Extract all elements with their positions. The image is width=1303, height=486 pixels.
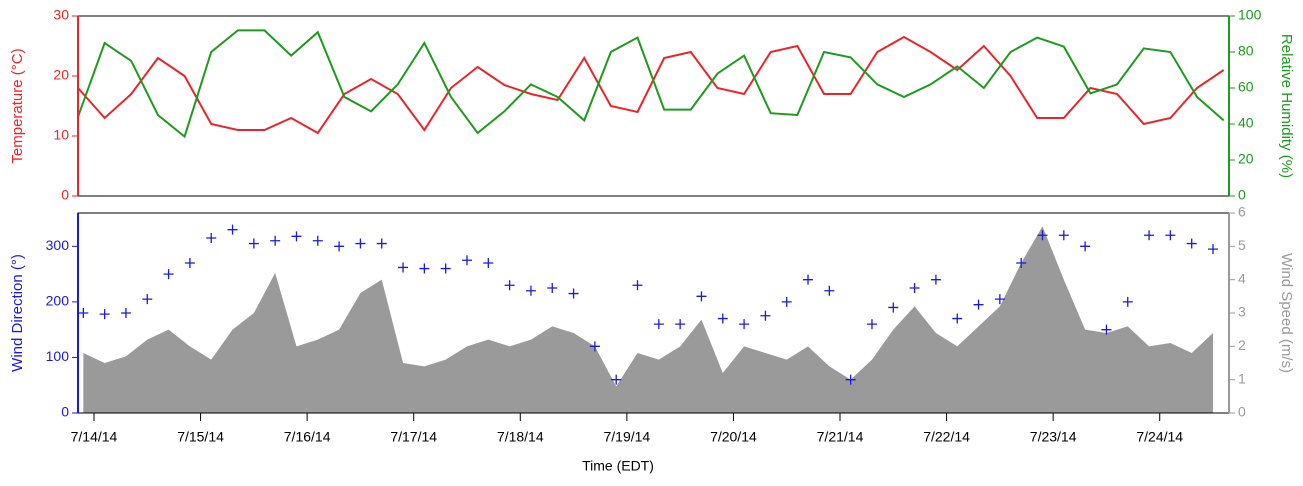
y2-tick-label: 4 — [1238, 270, 1246, 286]
y2-tick-label: 5 — [1238, 237, 1246, 253]
point — [611, 374, 622, 385]
x-axis-label: Time (EDT) — [582, 458, 654, 474]
point — [376, 238, 387, 249]
y-tick-label: 0 — [61, 187, 69, 203]
point — [994, 294, 1005, 305]
point — [142, 294, 153, 305]
point — [440, 263, 451, 274]
point — [717, 313, 728, 324]
point — [99, 309, 110, 320]
point — [1208, 244, 1219, 255]
point — [632, 280, 643, 291]
point — [1016, 258, 1027, 268]
point — [163, 269, 174, 280]
y-tick-label: 0 — [61, 404, 69, 420]
point — [824, 285, 835, 296]
x-tick-label: 7/16/14 — [284, 429, 331, 445]
point — [739, 319, 750, 330]
y-axis-label: Temperature (°C) — [9, 48, 26, 163]
point — [781, 296, 792, 307]
point — [1080, 241, 1091, 252]
point — [461, 255, 472, 266]
point — [909, 283, 920, 293]
y2-tick-label: 40 — [1238, 115, 1254, 131]
x-tick-label: 7/15/14 — [177, 429, 224, 445]
point — [547, 283, 558, 293]
y2-axis-label: Relative Humidity (%) — [1278, 34, 1295, 178]
x-tick-label: 7/20/14 — [710, 429, 757, 445]
point — [227, 224, 238, 235]
y2-tick-label: 1 — [1238, 370, 1246, 386]
y2-tick-label: 6 — [1238, 204, 1246, 220]
point — [973, 299, 984, 310]
point — [78, 308, 89, 318]
y2-tick-label: 100 — [1238, 7, 1262, 23]
y2-tick-label: 20 — [1238, 151, 1254, 167]
point — [206, 233, 217, 243]
y2-axis-label: Wind Speed (m/s) — [1278, 253, 1295, 373]
area — [83, 226, 1214, 413]
point — [525, 285, 536, 296]
x-tick-label: 7/23/14 — [1030, 429, 1077, 445]
y-tick-label: 10 — [53, 127, 69, 143]
point — [760, 310, 771, 321]
x-tick-label: 7/19/14 — [603, 429, 650, 445]
point — [696, 291, 707, 302]
x-tick-label: 7/14/14 — [71, 429, 118, 445]
point — [930, 274, 941, 285]
plot-frame — [77, 15, 1230, 197]
point — [1186, 238, 1197, 249]
y2-tick-label: 2 — [1238, 337, 1246, 353]
point — [803, 274, 814, 285]
x-tick-label: 7/21/14 — [817, 429, 864, 445]
point — [952, 313, 963, 324]
point — [653, 319, 664, 330]
point — [504, 280, 515, 291]
point — [1144, 230, 1155, 241]
point — [398, 262, 409, 273]
point — [355, 238, 366, 249]
x-tick-label: 7/24/14 — [1136, 429, 1183, 445]
y-tick-label: 100 — [46, 348, 70, 364]
line — [77, 35, 1225, 135]
point — [334, 241, 345, 252]
y2-tick-label: 80 — [1238, 43, 1254, 59]
x-tick-label: 7/17/14 — [390, 429, 437, 445]
point — [1037, 230, 1048, 241]
point — [312, 235, 323, 246]
point — [1122, 296, 1133, 307]
point — [483, 258, 494, 268]
point — [419, 263, 430, 274]
point — [675, 319, 686, 330]
y2-tick-label: 60 — [1238, 79, 1254, 95]
point — [845, 374, 856, 385]
point — [1101, 324, 1112, 335]
y2-tick-label: 0 — [1238, 187, 1246, 203]
point — [1058, 230, 1069, 241]
y2-tick-label: 3 — [1238, 304, 1246, 320]
y-tick-label: 20 — [53, 67, 69, 83]
y-tick-label: 300 — [46, 237, 70, 253]
y-tick-label: 200 — [46, 293, 70, 309]
point — [120, 308, 131, 318]
y-axis-label: Wind Direction (°) — [9, 254, 26, 372]
point — [270, 235, 281, 246]
point — [184, 258, 195, 268]
point — [888, 302, 899, 313]
line — [77, 29, 1225, 139]
point — [589, 341, 600, 352]
point — [291, 231, 302, 242]
point — [866, 319, 877, 330]
point — [1165, 230, 1176, 241]
point — [248, 238, 259, 249]
y-tick-label: 30 — [53, 7, 69, 23]
point — [568, 288, 579, 299]
y2-tick-label: 0 — [1238, 404, 1246, 420]
x-tick-label: 7/22/14 — [923, 429, 970, 445]
x-tick-label: 7/18/14 — [497, 429, 544, 445]
